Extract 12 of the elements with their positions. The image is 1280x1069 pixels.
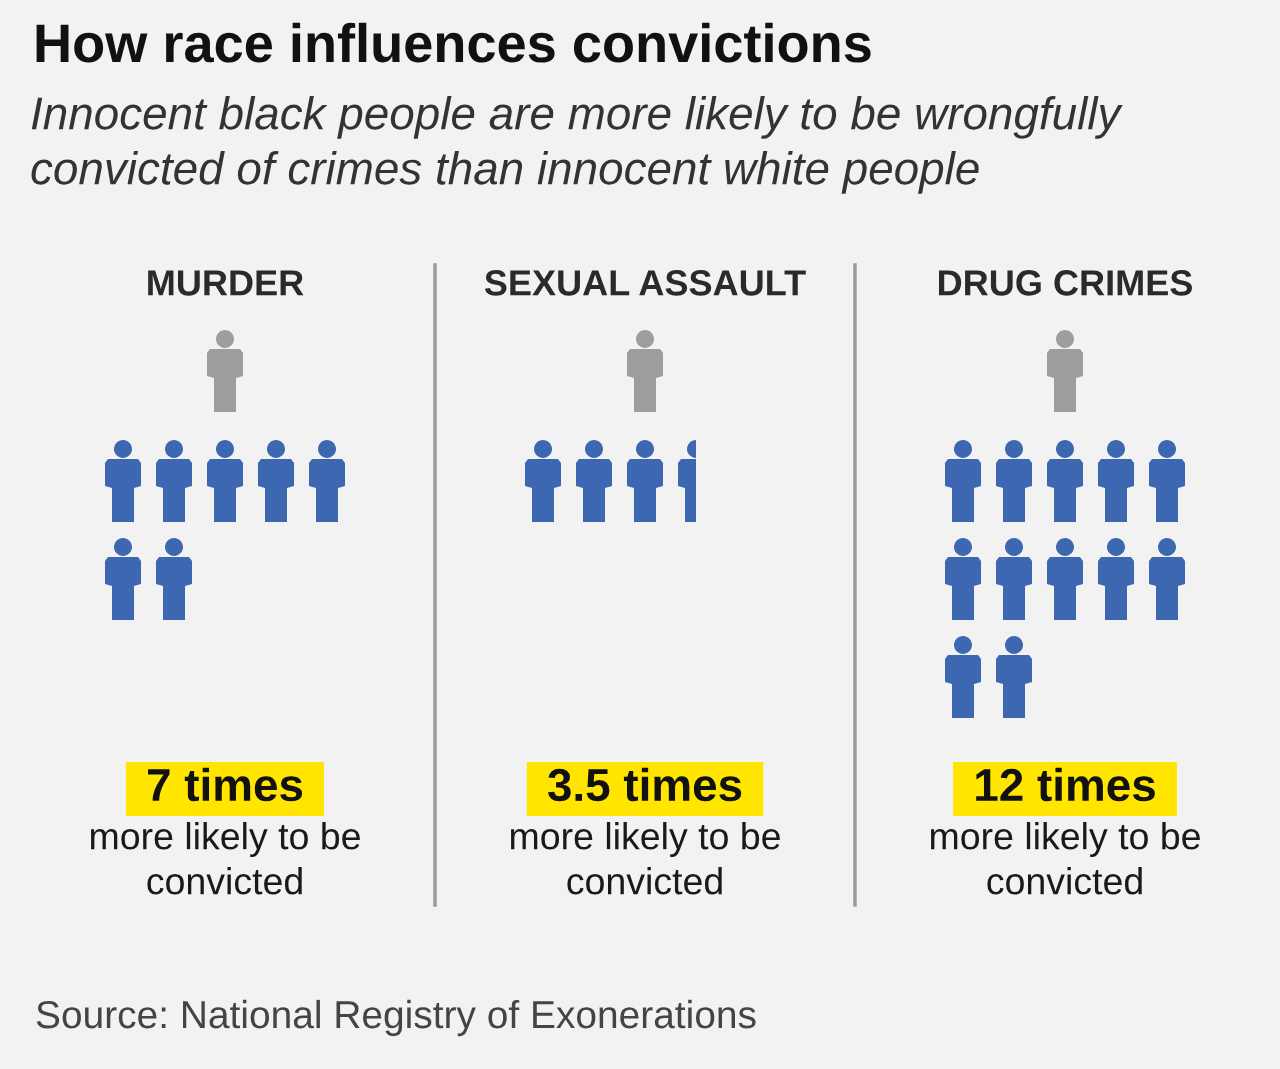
text: Innocent black people are more likely to be wrongfully convicted of crimes than innocent white people [31,96,1123,194]
text: How race influences convictions [36,22,871,63]
category-label: DRUG CRIMES [939,270,1192,296]
text: more likely to be convicted [510,822,780,895]
category-label: SEXUAL ASSAULT [484,270,806,296]
text: more likely to be convicted [930,822,1200,895]
data-label: 3.5 times [547,767,742,802]
source-note: Source: National Registry of Exonerations [36,999,756,1037]
data-label: 12 times [976,767,1155,802]
data-label: 7 times [148,767,303,802]
text: more likely to be convicted [90,822,360,895]
category-label: MURDER [148,270,304,296]
